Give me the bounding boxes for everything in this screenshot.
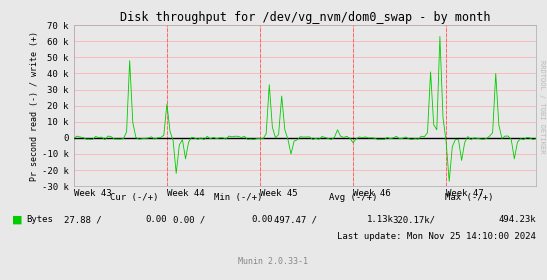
Text: Last update: Mon Nov 25 14:10:00 2024: Last update: Mon Nov 25 14:10:00 2024	[337, 232, 536, 241]
Text: 494.23k: 494.23k	[498, 215, 536, 224]
Text: 1.13k: 1.13k	[367, 215, 394, 224]
Text: Munin 2.0.33-1: Munin 2.0.33-1	[238, 257, 309, 266]
Text: Bytes: Bytes	[26, 215, 53, 224]
Text: Avg (-/+): Avg (-/+)	[329, 193, 377, 202]
Text: 320.17k/: 320.17k/	[392, 215, 435, 224]
Text: Max (-/+): Max (-/+)	[445, 193, 493, 202]
Text: 0.00: 0.00	[146, 215, 167, 224]
Text: RRDTOOL / TOBI OETIKER: RRDTOOL / TOBI OETIKER	[539, 60, 545, 153]
Text: ■: ■	[12, 215, 22, 225]
Text: 0.00 /: 0.00 /	[173, 215, 205, 224]
Text: 27.88 /: 27.88 /	[63, 215, 101, 224]
Text: 497.47 /: 497.47 /	[274, 215, 317, 224]
Text: 0.00: 0.00	[251, 215, 272, 224]
Y-axis label: Pr second read (-) / write (+): Pr second read (-) / write (+)	[30, 31, 39, 181]
Text: Cur (-/+): Cur (-/+)	[110, 193, 158, 202]
Text: Min (-/+): Min (-/+)	[214, 193, 262, 202]
Title: Disk throughput for /dev/vg_nvm/dom0_swap - by month: Disk throughput for /dev/vg_nvm/dom0_swa…	[120, 11, 490, 24]
